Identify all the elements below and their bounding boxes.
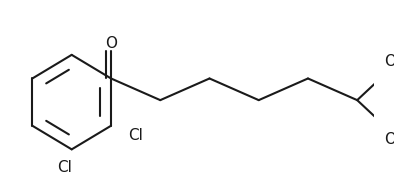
Text: O: O	[384, 54, 394, 69]
Text: O: O	[105, 36, 117, 50]
Text: Cl: Cl	[128, 128, 143, 143]
Text: Cl: Cl	[57, 160, 72, 175]
Text: O: O	[384, 132, 394, 147]
